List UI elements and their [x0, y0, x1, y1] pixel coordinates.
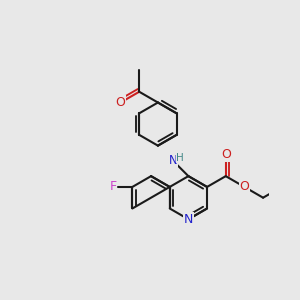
Text: O: O	[239, 180, 249, 194]
Text: O: O	[221, 148, 231, 161]
Text: H: H	[176, 153, 184, 163]
Text: F: F	[110, 180, 116, 194]
Text: N: N	[184, 213, 193, 226]
Text: O: O	[116, 96, 125, 109]
Text: N: N	[169, 154, 178, 167]
